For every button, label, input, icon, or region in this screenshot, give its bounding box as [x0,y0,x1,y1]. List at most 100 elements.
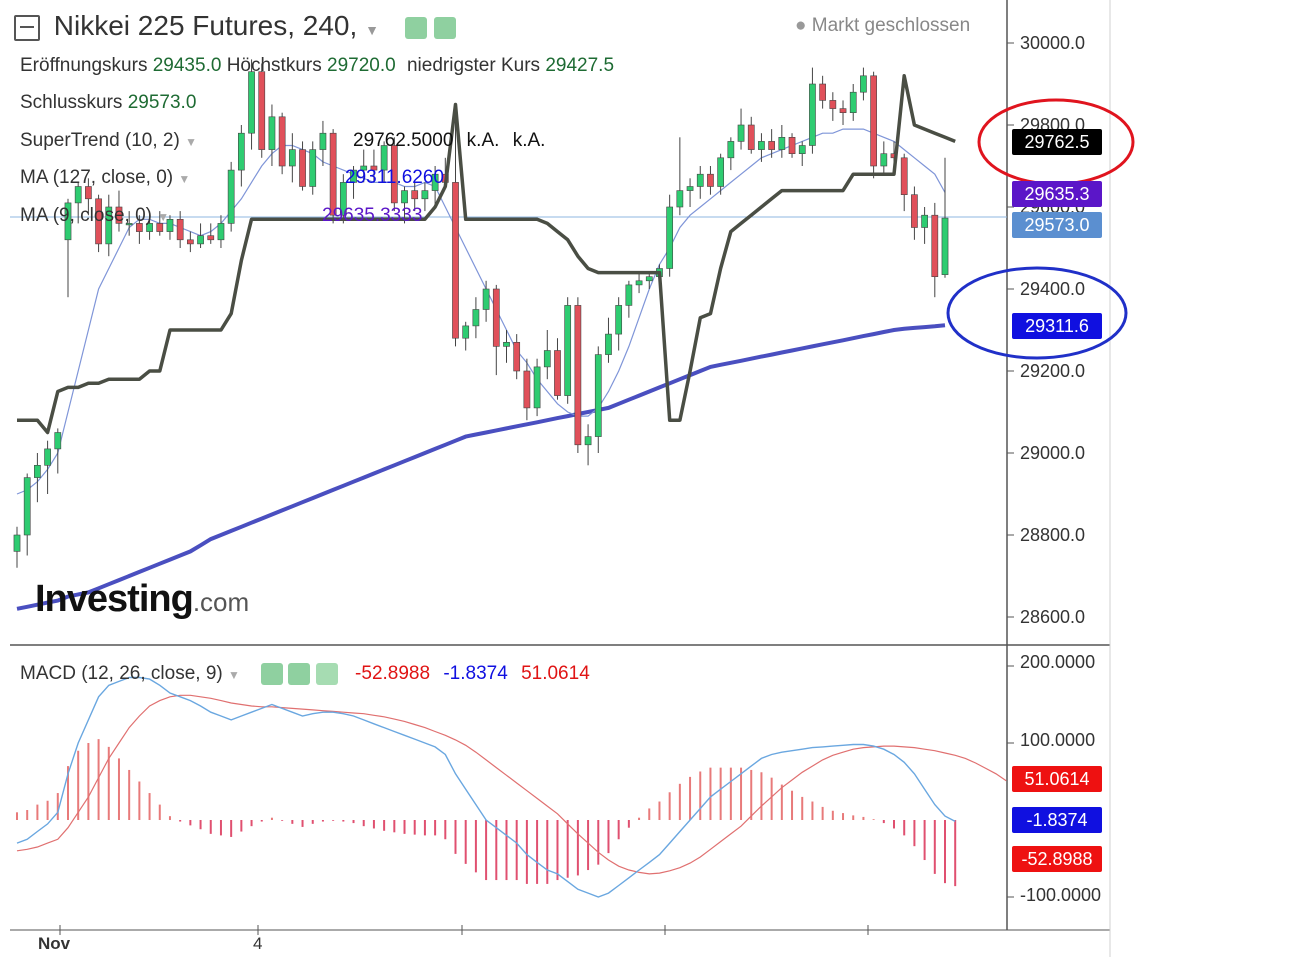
candle-body[interactable] [278,116,286,167]
candle-body[interactable] [666,206,674,269]
candle-body[interactable] [778,137,786,150]
ma9-legend[interactable]: MA (9, close, 0) ▼ [20,205,169,227]
candle-body[interactable] [176,219,184,241]
candle-body[interactable] [758,141,765,150]
candle-body[interactable] [329,132,337,216]
candle-body[interactable] [645,276,653,282]
candle-body[interactable] [339,182,347,216]
candle-body[interactable] [472,309,480,327]
candle-body[interactable] [350,169,357,183]
candle-body[interactable] [707,173,714,187]
candle-body[interactable] [727,141,735,159]
macd-dropdown-icon[interactable]: ▼ [228,668,240,683]
candle-body[interactable] [911,194,918,228]
candle-body[interactable] [839,108,847,113]
candle-body[interactable] [95,198,102,245]
candle-body[interactable] [44,448,51,466]
gear-icon[interactable] [434,16,457,39]
candle-body[interactable] [85,186,92,200]
ma127-legend[interactable]: MA (127, close, 0) ▼ [20,167,190,189]
candle-body[interactable] [125,223,133,226]
candle-body[interactable] [625,284,633,306]
candle-body[interactable] [696,173,704,187]
macd-gear-icon[interactable] [288,663,311,685]
candle-body[interactable] [921,214,928,228]
candle-body[interactable] [380,145,388,171]
candle-body[interactable] [492,288,500,347]
candle-body[interactable] [166,219,174,232]
candle-body[interactable] [64,202,72,241]
candle-body[interactable] [74,186,82,204]
candle-body[interactable] [237,132,245,171]
candle-body[interactable] [156,223,164,232]
candle-body[interactable] [105,206,113,245]
candle-body[interactable] [849,91,857,113]
candle-body[interactable] [146,223,153,232]
candle-body[interactable] [635,280,643,286]
supertrend-dropdown-icon[interactable]: ▼ [185,135,197,149]
title-dropdown-icon[interactable]: ▼ [365,22,379,38]
candle-body[interactable] [207,235,215,241]
candle-body[interactable] [594,354,602,437]
candle-body[interactable] [136,223,143,232]
candle-body[interactable] [880,153,888,167]
candle-body[interactable] [227,169,235,224]
candle-body[interactable] [676,190,684,208]
candle-body[interactable] [258,71,266,150]
candle-body[interactable] [788,137,796,155]
candle-body[interactable] [34,464,41,478]
candle-body[interactable] [309,149,317,187]
candle-body[interactable] [870,75,877,167]
candle-body[interactable] [401,190,408,204]
candle-body[interactable] [23,477,31,536]
candle-body[interactable] [523,370,531,409]
candle-body[interactable] [319,132,327,150]
candle-body[interactable] [605,333,612,355]
price-pane[interactable] [10,0,1007,645]
candle-body[interactable] [452,182,459,339]
candle-body[interactable] [390,145,398,204]
collapse-icon[interactable] [14,14,40,41]
candle-body[interactable] [513,341,521,372]
candle-body[interactable] [737,124,745,142]
candle-body[interactable] [421,190,429,200]
ma9-dropdown-icon[interactable]: ▼ [157,210,170,224]
candle-body[interactable] [574,305,582,446]
candle-body[interactable] [860,75,867,93]
candle-body[interactable] [197,235,204,245]
candle-body[interactable] [829,100,837,109]
candle-body[interactable] [503,341,510,347]
candle-body[interactable] [187,239,194,245]
macd-close-icon[interactable] [315,663,338,685]
candle-body[interactable] [431,173,439,191]
macd-legend[interactable]: MACD (12, 26, close, 9) ▼ -52.8988 -1.83… [20,663,590,685]
candle-body[interactable] [248,71,255,134]
candle-body[interactable] [288,149,296,167]
candle-body[interactable] [411,190,419,200]
candle-body[interactable] [941,217,949,275]
macd-eye-icon[interactable] [261,663,284,685]
candle-body[interactable] [819,83,826,101]
candle-body[interactable] [809,83,816,146]
candle-body[interactable] [268,116,276,150]
candle-body[interactable] [798,145,806,154]
candle-body[interactable] [13,534,21,552]
candle-body[interactable] [217,223,225,241]
candle-body[interactable] [747,124,755,150]
candle-body[interactable] [370,165,378,171]
candle-body[interactable] [115,206,123,224]
candle-body[interactable] [584,436,592,446]
candle-body[interactable] [768,141,775,150]
candle-body[interactable] [299,149,306,187]
candle-body[interactable] [564,305,572,396]
candle-body[interactable] [54,432,62,450]
candle-body[interactable] [533,366,541,409]
eye-icon[interactable] [404,16,427,39]
candle-body[interactable] [462,325,470,339]
candle-body[interactable] [686,186,694,191]
candle-body[interactable] [482,288,490,310]
candle-body[interactable] [615,305,623,335]
supertrend-legend[interactable]: SuperTrend (10, 2) ▼ [20,130,197,152]
candle-body[interactable] [360,165,368,171]
